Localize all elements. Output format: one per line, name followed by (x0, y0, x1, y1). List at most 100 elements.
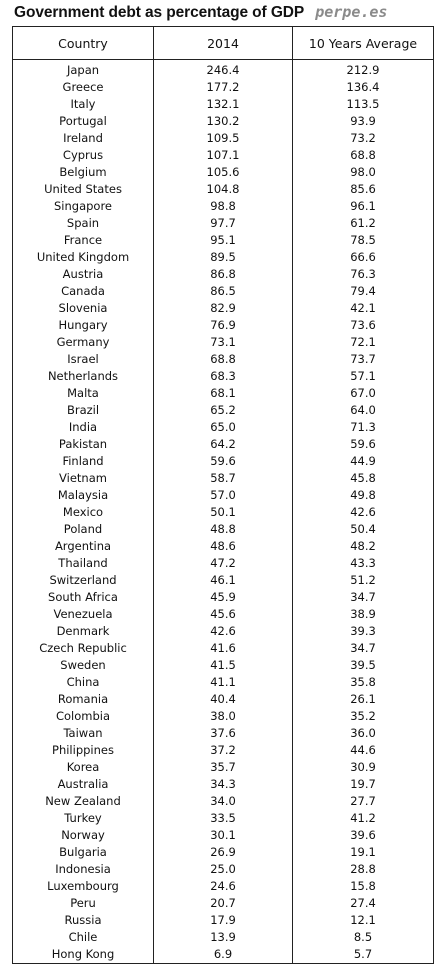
value-2014-cell: 37.6 (153, 725, 293, 742)
country-cell: Israel (12, 351, 154, 368)
value-10-year-average-cell: 39.6 (292, 827, 434, 844)
value-2014-cell: 82.9 (153, 300, 293, 317)
value-10-year-average-cell: 72.1 (292, 334, 434, 351)
table-row: Singapore 98.8 96.1 (12, 198, 434, 215)
country-cell: Hong Kong (12, 946, 154, 964)
value-2014-cell: 59.6 (153, 453, 293, 470)
value-10-year-average-cell: 73.7 (292, 351, 434, 368)
country-cell: Thailand (12, 555, 154, 572)
country-cell: Poland (12, 521, 154, 538)
table-row: Australia 34.3 19.7 (12, 776, 434, 793)
country-cell: Vietnam (12, 470, 154, 487)
value-2014-cell: 109.5 (153, 130, 293, 147)
value-2014-cell: 73.1 (153, 334, 293, 351)
table-row: Slovenia 82.9 42.1 (12, 300, 434, 317)
value-2014-cell: 48.6 (153, 538, 293, 555)
value-10-year-average-cell: 36.0 (292, 725, 434, 742)
value-2014-cell: 86.8 (153, 266, 293, 283)
value-10-year-average-cell: 12.1 (292, 912, 434, 929)
value-2014-cell: 6.9 (153, 946, 293, 964)
table-row: Luxembourg 24.6 15.8 (12, 878, 434, 895)
value-10-year-average-cell: 85.6 (292, 181, 434, 198)
table-row: Pakistan 64.2 59.6 (12, 436, 434, 453)
country-cell: Spain (12, 215, 154, 232)
table-row: Vietnam 58.7 45.8 (12, 470, 434, 487)
value-10-year-average-cell: 57.1 (292, 368, 434, 385)
value-2014-cell: 45.9 (153, 589, 293, 606)
value-10-year-average-cell: 34.7 (292, 640, 434, 657)
table-row: Hungary 76.9 73.6 (12, 317, 434, 334)
value-10-year-average-cell: 44.9 (292, 453, 434, 470)
chart-title: Government debt as percentage of GDP (14, 4, 305, 21)
table-row: Malta 68.1 67.0 (12, 385, 434, 402)
value-2014-cell: 64.2 (153, 436, 293, 453)
country-cell: Australia (12, 776, 154, 793)
value-2014-cell: 132.1 (153, 96, 293, 113)
value-2014-cell: 30.1 (153, 827, 293, 844)
table-header-row: Country 2014 10 Years Average (12, 26, 434, 60)
value-10-year-average-cell: 68.8 (292, 147, 434, 164)
value-10-year-average-cell: 43.3 (292, 555, 434, 572)
value-2014-cell: 57.0 (153, 487, 293, 504)
country-cell: Austria (12, 266, 154, 283)
value-10-year-average-cell: 15.8 (292, 878, 434, 895)
brand-logo-text: perpe.es (315, 3, 388, 21)
column-header-10-year-average: 10 Years Average (292, 26, 434, 60)
table-row: Brazil 65.2 64.0 (12, 402, 434, 419)
value-10-year-average-cell: 39.3 (292, 623, 434, 640)
table-row: Poland 48.8 50.4 (12, 521, 434, 538)
country-cell: Malta (12, 385, 154, 402)
table-row: Colombia 38.0 35.2 (12, 708, 434, 725)
value-10-year-average-cell: 51.2 (292, 572, 434, 589)
column-header-2014: 2014 (153, 26, 293, 60)
country-cell: Venezuela (12, 606, 154, 623)
table-row: Argentina 48.6 48.2 (12, 538, 434, 555)
value-2014-cell: 47.2 (153, 555, 293, 572)
country-cell: Mexico (12, 504, 154, 521)
country-cell: Korea (12, 759, 154, 776)
value-10-year-average-cell: 48.2 (292, 538, 434, 555)
table-row: Taiwan 37.6 36.0 (12, 725, 434, 742)
country-cell: New Zealand (12, 793, 154, 810)
country-cell: Italy (12, 96, 154, 113)
country-cell: Chile (12, 929, 154, 946)
value-2014-cell: 34.3 (153, 776, 293, 793)
value-2014-cell: 76.9 (153, 317, 293, 334)
value-2014-cell: 58.7 (153, 470, 293, 487)
country-cell: Norway (12, 827, 154, 844)
value-10-year-average-cell: 28.8 (292, 861, 434, 878)
value-2014-cell: 68.3 (153, 368, 293, 385)
table-row: Finland 59.6 44.9 (12, 453, 434, 470)
value-10-year-average-cell: 42.1 (292, 300, 434, 317)
table-row: Korea 35.7 30.9 (12, 759, 434, 776)
table-row: India 65.0 71.3 (12, 419, 434, 436)
table-row: Sweden 41.5 39.5 (12, 657, 434, 674)
value-2014-cell: 20.7 (153, 895, 293, 912)
country-cell: Singapore (12, 198, 154, 215)
value-10-year-average-cell: 38.9 (292, 606, 434, 623)
country-cell: Switzerland (12, 572, 154, 589)
value-10-year-average-cell: 96.1 (292, 198, 434, 215)
country-cell: Romania (12, 691, 154, 708)
table-row: Philippines 37.2 44.6 (12, 742, 434, 759)
title-bar: Government debt as percentage of GDP per… (14, 2, 434, 24)
country-cell: Germany (12, 334, 154, 351)
value-10-year-average-cell: 59.6 (292, 436, 434, 453)
table-row: Hong Kong 6.9 5.7 (12, 946, 434, 964)
value-10-year-average-cell: 26.1 (292, 691, 434, 708)
table-row: Chile 13.9 8.5 (12, 929, 434, 946)
value-2014-cell: 13.9 (153, 929, 293, 946)
country-cell: Japan (12, 59, 154, 79)
country-cell: South Africa (12, 589, 154, 606)
country-cell: Peru (12, 895, 154, 912)
table-row: France 95.1 78.5 (12, 232, 434, 249)
country-cell: Indonesia (12, 861, 154, 878)
table-row: Peru 20.7 27.4 (12, 895, 434, 912)
value-10-year-average-cell: 67.0 (292, 385, 434, 402)
country-cell: China (12, 674, 154, 691)
country-cell: Canada (12, 283, 154, 300)
country-cell: India (12, 419, 154, 436)
table-row: Turkey 33.5 41.2 (12, 810, 434, 827)
table-row: Russia 17.9 12.1 (12, 912, 434, 929)
value-10-year-average-cell: 45.8 (292, 470, 434, 487)
